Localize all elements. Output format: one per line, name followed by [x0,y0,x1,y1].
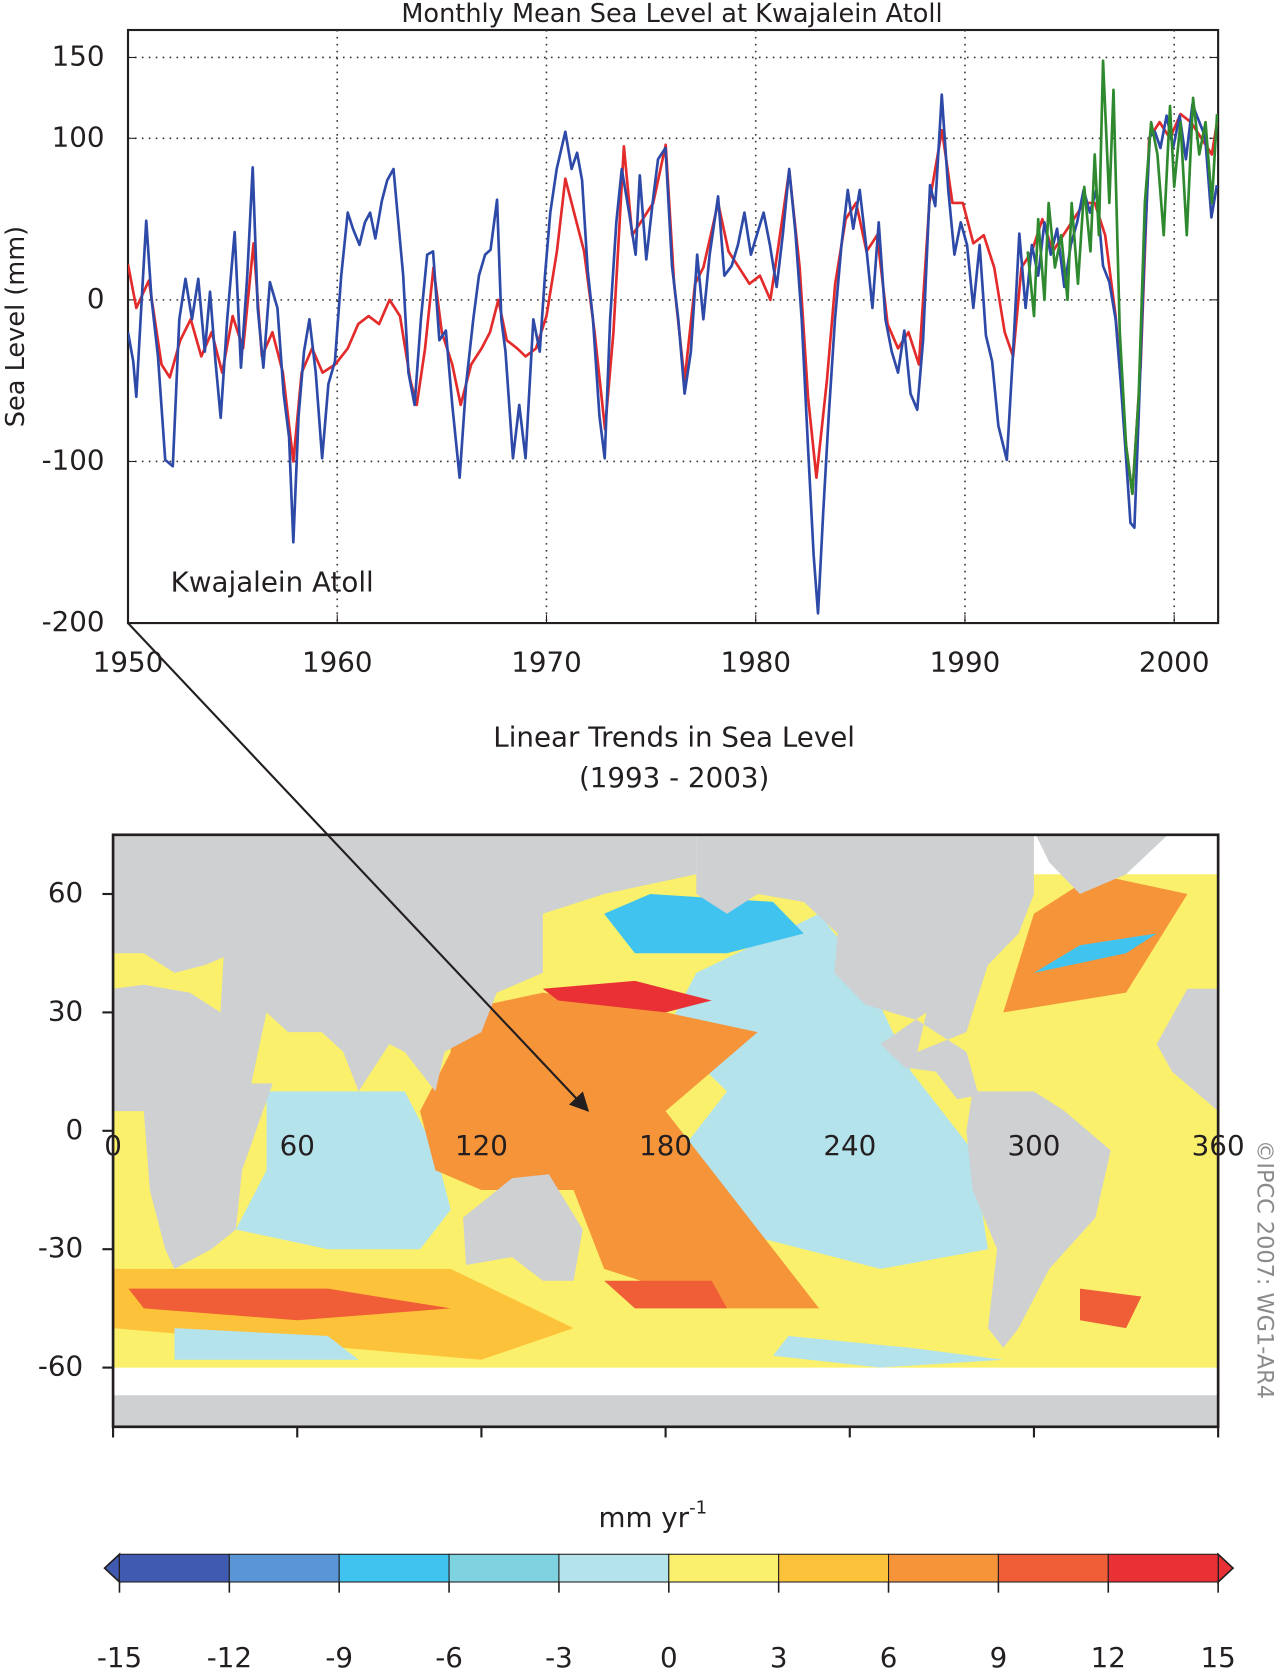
colorbar-segment [118,1553,230,1583]
map: 0 60 120 180 240 300 360 -60 -30 0 30 60 [38,833,1245,1438]
colorbar-tick-label: -15 [97,1641,142,1674]
x-tick-label: 1950 [93,646,164,679]
y-axis-label: Sea Level (mm) [1,226,31,427]
land [1035,834,1168,894]
colorbar-unit: mm yr [598,1501,689,1534]
plot-area [126,28,1220,625]
y-tick-label: 30 [48,994,83,1027]
land [1156,988,1219,1112]
colorbar-segment [668,1553,780,1583]
y-tick-label: 60 [48,876,83,909]
colorbar-arrow [103,1552,121,1584]
colorbar-tick-label: -12 [207,1641,252,1674]
series-line [1026,59,1219,496]
colorbar-segment [997,1553,1109,1583]
colorbar-tick-label: 12 [1091,1641,1126,1674]
y-tick-label: 100 [52,120,105,153]
x-tick-label: 60 [280,1129,315,1162]
y-tick-label: 0 [87,282,105,315]
colorbar-segment [448,1553,560,1583]
x-tick-label: 0 [104,1129,122,1162]
pointer-arrow [127,622,590,1112]
land [113,834,697,1269]
y-tick-label: 150 [52,39,105,72]
y-tick-label: -200 [42,605,105,638]
ocean-orange [420,992,820,1309]
colorbar-tick-label: 3 [770,1641,788,1674]
colorbar-segment [338,1553,450,1583]
colorbar-segment [558,1553,670,1583]
line-chart: -200 -100 0 100 150 1950 1960 1970 1980 1990 2000 [42,28,1220,679]
colorbar-segment [228,1553,340,1583]
colorbar-tick-label: 0 [660,1641,678,1674]
colorbar-tick-label: -6 [435,1641,463,1674]
colorbar-tick-label: 6 [880,1641,898,1674]
x-tick-label: 2000 [1139,646,1210,679]
colorbar-tick-label: 9 [990,1641,1008,1674]
annotation: Kwajalein Atoll [171,566,374,599]
x-tick-label: 1960 [302,646,373,679]
y-tick-label: -60 [38,1350,83,1383]
x-tick-label: 1970 [511,646,582,679]
land [463,1174,583,1281]
y-tick-label: -30 [38,1231,83,1264]
ocean-red [1080,1288,1142,1329]
colorbar-unit-exp: -1 [689,1497,707,1518]
credit: ©IPCC 2007: WG1-AR4 [1252,1140,1278,1399]
y-tick-label: -100 [42,443,105,476]
colorbar-tick-label: -3 [545,1641,573,1674]
colorbar-label: mm yr-1 [598,1497,707,1534]
x-tick-label: 120 [455,1129,508,1162]
ocean-red [128,1288,451,1321]
land [696,834,1034,1100]
antarctic [113,1395,1219,1427]
map-title: Linear Trends in Sea Level [493,720,855,753]
x-tick-label: 180 [639,1129,692,1162]
y-tick-label: 0 [66,1113,84,1146]
colorbar-arrow [1217,1552,1235,1584]
ocean-red [604,1280,728,1309]
ocean-blue [1033,933,1157,973]
x-tick-label: 240 [823,1129,876,1162]
colorbar-tick-label: 15 [1200,1641,1235,1674]
map-subtitle: (1993 - 2003) [579,761,769,794]
map-field [113,834,1219,1427]
line-title: Monthly Mean Sea Level at Kwajalein Atol… [401,0,942,29]
ocean-blue [235,1091,451,1250]
land [966,1091,1111,1348]
colorbar-segment [888,1553,999,1583]
colorbar: -15 -12 -9 -6 -3 0 3 6 9 12 15 [97,1552,1236,1674]
x-tick-label: 300 [1007,1129,1060,1162]
ocean-blue [174,1328,359,1360]
series-line [128,93,1219,615]
ocean-blue [604,894,804,954]
x-tick-label: 360 [1192,1129,1245,1162]
x-tick-label: 1980 [720,646,791,679]
colorbar-segment [1107,1553,1219,1583]
ocean-red [542,980,712,1013]
ocean-blue [665,913,988,1269]
colorbar-segment [778,1553,890,1583]
ocean-blue [773,1336,1004,1368]
colorbar-tick-label: -9 [325,1641,353,1674]
x-tick-label: 1990 [930,646,1001,679]
